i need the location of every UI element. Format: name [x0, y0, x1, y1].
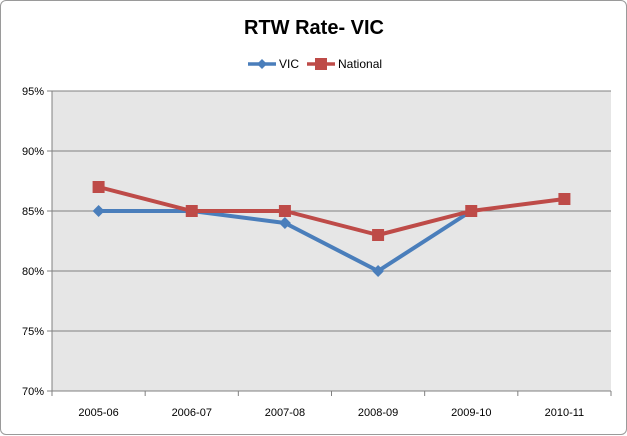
- legend-marker-vic: [257, 59, 267, 69]
- plot-area: 70% 75% 80% 85% 90% 95% 2005-06 2006-07 2007-08 2…: [22, 86, 612, 419]
- legend-label-vic: VIC: [279, 57, 299, 71]
- data-point-vic: [278, 217, 291, 229]
- y-tick-label: 70%: [22, 386, 44, 398]
- y-tick-label: 85%: [22, 206, 44, 218]
- data-point-national: [558, 193, 571, 205]
- data-point-national: [372, 229, 385, 241]
- x-tick-label: 2006-07: [172, 407, 212, 419]
- legend: VIC National: [248, 57, 382, 71]
- data-point-vic: [372, 265, 385, 277]
- plot-background: [52, 91, 611, 391]
- data-point-national: [92, 181, 105, 193]
- y-tick-label: 75%: [22, 326, 44, 338]
- y-tick-label: 80%: [22, 266, 44, 278]
- data-point-national: [465, 205, 478, 217]
- x-tick-label: 2008-09: [358, 407, 398, 419]
- x-tick-label: 2007-08: [265, 407, 305, 419]
- data-point-national: [278, 205, 291, 217]
- y-tick-label: 95%: [22, 86, 44, 98]
- y-tick-label: 90%: [22, 146, 44, 158]
- legend-label-national: National: [338, 57, 382, 71]
- chart-title: RTW Rate- VIC: [244, 17, 384, 39]
- x-tick-label: 2009-10: [451, 407, 491, 419]
- legend-marker-national: [315, 58, 327, 70]
- series-line-national: [96, 185, 567, 237]
- legend-item-national: National: [307, 57, 382, 71]
- x-tick-label: 2005-06: [78, 407, 118, 419]
- legend-item-vic: VIC: [248, 57, 299, 71]
- data-point-vic: [92, 205, 105, 217]
- data-point-national: [185, 205, 198, 217]
- x-tick-label: 2010-11: [545, 407, 585, 419]
